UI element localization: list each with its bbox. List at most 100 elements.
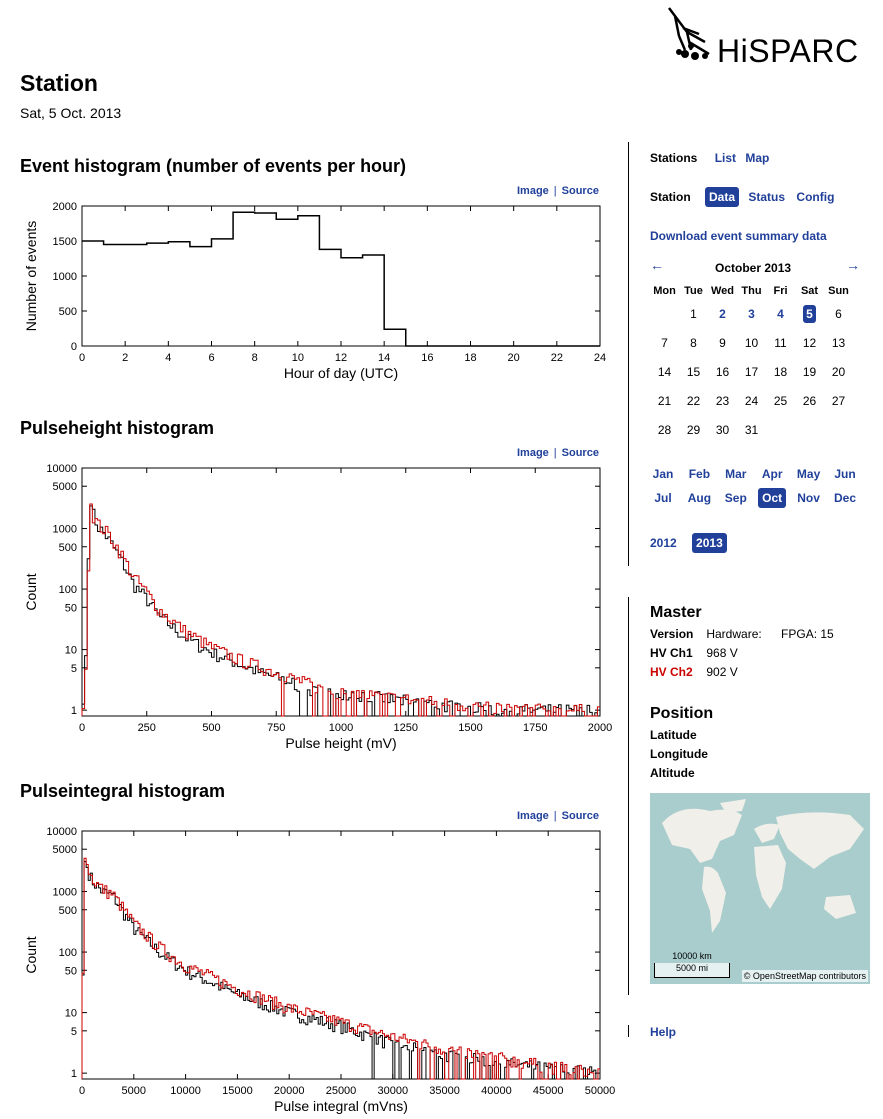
world-map-image <box>662 799 864 933</box>
event-hist-links: Image | Source <box>517 185 599 197</box>
calendar-day[interactable]: 2 <box>719 306 726 321</box>
page-date: Sat, 5 Oct. 2013 <box>20 105 122 121</box>
weekday-header: Mon <box>653 285 676 297</box>
x-tick-label: 30000 <box>378 1085 409 1097</box>
y-tick-label: 1000 <box>53 271 77 283</box>
month-dec[interactable]: Dec <box>833 491 856 505</box>
station-status-tab[interactable]: Status <box>748 190 786 204</box>
histogram-series-1 <box>81 861 600 1080</box>
y-tick-label: 10000 <box>46 463 77 475</box>
plot-frame <box>81 830 601 1080</box>
calendar-grid: Mon Tue Wed Thu Fri Sat Sun 1 2 3 4 5 6 7 8 9 10 11 12 13 1… <box>650 283 853 444</box>
calendar-day[interactable]: 5 <box>795 299 824 328</box>
pulseintegral-image-link[interactable]: Image <box>517 810 549 822</box>
world-map[interactable]: 10000 km 5000 mi © OpenStreetMap contrib… <box>650 793 870 984</box>
y-tick-label: 50 <box>65 602 77 614</box>
version-label: Version <box>650 627 694 641</box>
y-tick-label: 50 <box>65 965 77 977</box>
calendar-day: 23 <box>715 393 730 408</box>
x-tick-label: 750 <box>267 722 285 734</box>
month-nov[interactable]: Nov <box>797 491 820 505</box>
x-tick-label: 1250 <box>394 722 418 734</box>
month-apr[interactable]: Apr <box>761 467 783 481</box>
station-nav: Station Data Status Config <box>650 187 835 207</box>
pulseintegral-source-link[interactable]: Source <box>561 810 599 822</box>
month-jan[interactable]: Jan <box>652 467 674 481</box>
x-tick-label: 500 <box>202 722 220 734</box>
calendar-day: 21 <box>657 393 672 408</box>
histogram-series-2 <box>81 857 600 1080</box>
download-summary-link[interactable]: Download event summary data <box>650 229 827 243</box>
help-link[interactable]: Help <box>650 1025 677 1039</box>
calendar-day: 8 <box>690 335 697 350</box>
calendar-empty <box>824 415 853 444</box>
x-tick-label: 10 <box>292 352 304 364</box>
x-tick-label: 14 <box>378 352 390 364</box>
year-2013[interactable]: 2013 <box>692 533 727 553</box>
pulseheight-image-link[interactable]: Image <box>517 447 549 459</box>
y-tick-label: 100 <box>59 584 77 596</box>
y-tick-label: 1500 <box>53 236 77 248</box>
stations-nav: Stations List Map <box>650 151 769 165</box>
calendar-day: 13 <box>831 335 846 350</box>
x-tick-label: 0 <box>79 1085 85 1097</box>
y-tick-label: 500 <box>59 306 77 318</box>
month-jun[interactable]: Jun <box>834 467 856 481</box>
master-title: Master <box>650 604 702 621</box>
x-tick-label: 12 <box>335 352 347 364</box>
hv1-label: HV Ch1 <box>650 646 693 660</box>
calendar-day: 29 <box>686 422 701 437</box>
pulseintegral-histogram-chart: 0 5000 10000 15000 20000 25000 30000 35000 40000… <box>23 826 615 1114</box>
y-tick-label: 500 <box>59 905 77 917</box>
y-tick-label: 0 <box>71 341 77 353</box>
station-config-tab[interactable]: Config <box>796 190 835 204</box>
month-may[interactable]: May <box>796 467 821 481</box>
month-sep[interactable]: Sep <box>724 491 747 505</box>
calendar-day[interactable]: 4 <box>777 306 784 321</box>
calendar-day: 17 <box>744 364 759 379</box>
sidebar-divider <box>628 1025 629 1037</box>
map-attribution[interactable]: © OpenStreetMap contributors <box>741 970 868 982</box>
map-scale-mi: 5000 mi <box>675 963 709 973</box>
calendar-day: 26 <box>802 393 817 408</box>
pulseheight-histogram-chart: 0 250 500 750 1000 1250 1500 1750 2000 1 5 10 50 100 5… <box>23 463 612 751</box>
prev-month-arrow[interactable]: ← <box>650 257 664 273</box>
calendar-day: 16 <box>715 364 730 379</box>
calendar-day: 9 <box>719 335 726 350</box>
version-row: Version Hardware: FPGA: 15 <box>650 627 834 641</box>
station-data-tab[interactable]: Data <box>705 187 740 207</box>
stations-list-link[interactable]: List <box>714 151 737 165</box>
pulseintegral-links: Image | Source <box>517 810 599 822</box>
month-jul[interactable]: Jul <box>654 491 672 505</box>
y-tick-label: 5 <box>71 663 77 675</box>
next-month-arrow[interactable]: → <box>846 257 860 273</box>
calendar-day: 19 <box>802 364 817 379</box>
month-oct[interactable]: Oct <box>754 488 790 508</box>
calendar-day: 28 <box>657 422 672 437</box>
longitude-label: Longitude <box>650 747 708 761</box>
x-tick-label: 4 <box>165 352 171 364</box>
hisparc-logo: HiSPARC <box>665 6 858 69</box>
pulseheight-source-link[interactable]: Source <box>561 447 599 459</box>
pulseheight-histogram-title: Pulseheight histogram <box>20 418 215 438</box>
x-tick-label: 250 <box>138 722 156 734</box>
x-tick-label: 2000 <box>588 722 612 734</box>
event-histogram-title: Event histogram (number of events per ho… <box>20 156 407 176</box>
year-2012[interactable]: 2012 <box>650 536 677 550</box>
station-label: Station <box>650 190 691 204</box>
stations-map-link[interactable]: Map <box>745 151 770 165</box>
y-tick-label: 1000 <box>53 524 77 536</box>
calendar-day: 30 <box>715 422 730 437</box>
month-feb[interactable]: Feb <box>688 467 711 481</box>
event-source-link[interactable]: Source <box>561 185 599 197</box>
calendar-day[interactable]: 3 <box>748 306 755 321</box>
x-axis-label: Pulse integral (mVns) <box>274 1098 408 1114</box>
event-image-link[interactable]: Image <box>517 185 549 197</box>
x-tick-label: 6 <box>208 352 214 364</box>
histogram-series-2 <box>81 503 600 717</box>
position-title: Position <box>650 705 714 722</box>
month-mar[interactable]: Mar <box>725 467 747 481</box>
month-aug[interactable]: Aug <box>687 491 712 505</box>
x-tick-label: 1000 <box>329 722 353 734</box>
y-axis-label: Count <box>23 936 39 973</box>
